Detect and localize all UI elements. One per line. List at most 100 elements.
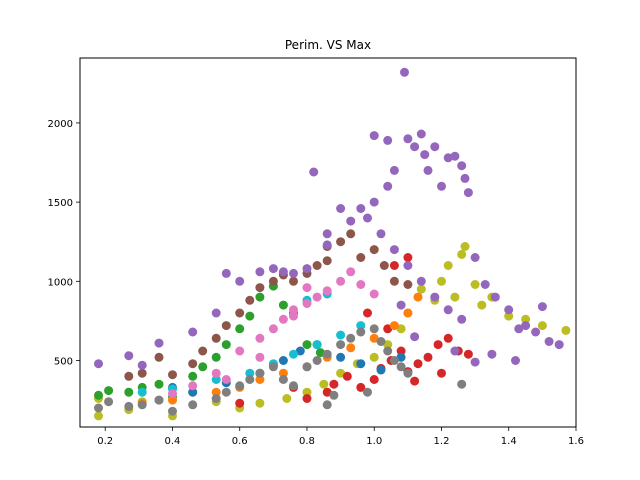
- data-point: [490, 292, 500, 302]
- data-point: [94, 403, 103, 413]
- data-point: [376, 229, 386, 239]
- points-layer: [94, 67, 571, 421]
- data-point: [302, 394, 312, 403]
- data-point: [289, 268, 298, 278]
- data-point: [211, 308, 221, 318]
- data-point: [211, 394, 221, 403]
- data-point: [289, 276, 298, 286]
- data-point: [369, 289, 379, 299]
- data-point: [389, 261, 399, 270]
- data-point: [278, 368, 288, 378]
- data-point: [336, 368, 346, 378]
- data-point: [312, 292, 322, 302]
- data-point: [450, 151, 460, 161]
- data-point: [379, 261, 389, 270]
- data-point: [410, 376, 420, 386]
- data-point: [356, 280, 366, 289]
- data-point: [554, 340, 564, 350]
- data-point: [329, 379, 339, 389]
- data-point: [416, 276, 426, 286]
- data-point: [410, 142, 420, 152]
- data-point: [319, 379, 329, 389]
- data-point: [322, 256, 332, 266]
- data-point: [457, 314, 467, 324]
- data-point: [198, 346, 208, 356]
- data-point: [356, 204, 366, 213]
- data-point: [235, 324, 245, 334]
- data-point: [154, 338, 164, 348]
- data-point: [289, 381, 298, 391]
- data-point: [255, 368, 265, 378]
- data-point: [124, 401, 134, 411]
- data-point: [235, 346, 245, 356]
- data-point: [94, 411, 103, 421]
- data-point: [289, 311, 298, 321]
- data-point: [416, 129, 426, 139]
- data-point: [312, 356, 322, 365]
- data-point: [154, 352, 164, 362]
- data-point: [268, 362, 278, 372]
- data-point: [245, 295, 255, 305]
- data-point: [137, 387, 147, 397]
- data-point: [396, 352, 406, 362]
- data-point: [211, 387, 221, 397]
- data-point: [521, 314, 531, 324]
- data-point: [363, 213, 372, 223]
- data-point: [278, 300, 288, 310]
- data-point: [561, 325, 571, 335]
- data-point: [470, 357, 480, 367]
- data-point: [315, 348, 325, 358]
- data-point: [403, 134, 413, 144]
- data-point: [336, 340, 346, 350]
- data-point: [322, 387, 332, 397]
- data-point: [322, 400, 332, 410]
- data-point: [336, 204, 346, 213]
- data-point: [376, 365, 386, 375]
- data-point: [443, 333, 453, 343]
- data-point: [124, 387, 134, 397]
- data-point: [410, 332, 420, 342]
- data-point: [383, 324, 393, 334]
- data-point: [245, 311, 255, 321]
- data-point: [255, 283, 265, 293]
- data-point: [278, 267, 288, 277]
- data-point: [282, 394, 292, 403]
- data-point: [433, 340, 443, 350]
- data-point: [221, 268, 231, 278]
- data-point: [437, 181, 446, 191]
- x-tick-label: 1.2: [434, 436, 450, 447]
- plot-frame: [79, 57, 577, 428]
- data-point: [154, 395, 164, 405]
- data-point: [198, 362, 208, 372]
- data-point: [255, 375, 265, 384]
- data-point: [423, 165, 433, 175]
- data-point: [211, 352, 221, 362]
- data-point: [221, 340, 231, 350]
- data-point: [403, 308, 413, 318]
- x-tick-label: 0.2: [97, 436, 113, 447]
- data-point: [389, 356, 399, 365]
- x-tick-label: 1.4: [501, 436, 517, 447]
- data-point: [537, 321, 547, 331]
- data-point: [211, 368, 221, 378]
- data-point: [463, 188, 473, 198]
- data-point: [336, 330, 346, 340]
- data-point: [477, 300, 487, 310]
- data-point: [235, 276, 245, 286]
- data-point: [322, 240, 332, 250]
- data-point: [463, 349, 473, 359]
- data-point: [521, 321, 531, 331]
- data-point: [480, 280, 490, 289]
- data-point: [504, 305, 514, 315]
- data-point: [255, 292, 265, 302]
- y-tick-label: 1500: [48, 198, 73, 209]
- data-point: [356, 253, 366, 262]
- data-point: [124, 371, 134, 381]
- data-point: [363, 387, 372, 397]
- data-point: [188, 381, 198, 391]
- data-point: [544, 337, 554, 346]
- data-point: [168, 395, 177, 405]
- data-point: [104, 397, 114, 407]
- data-point: [168, 389, 177, 399]
